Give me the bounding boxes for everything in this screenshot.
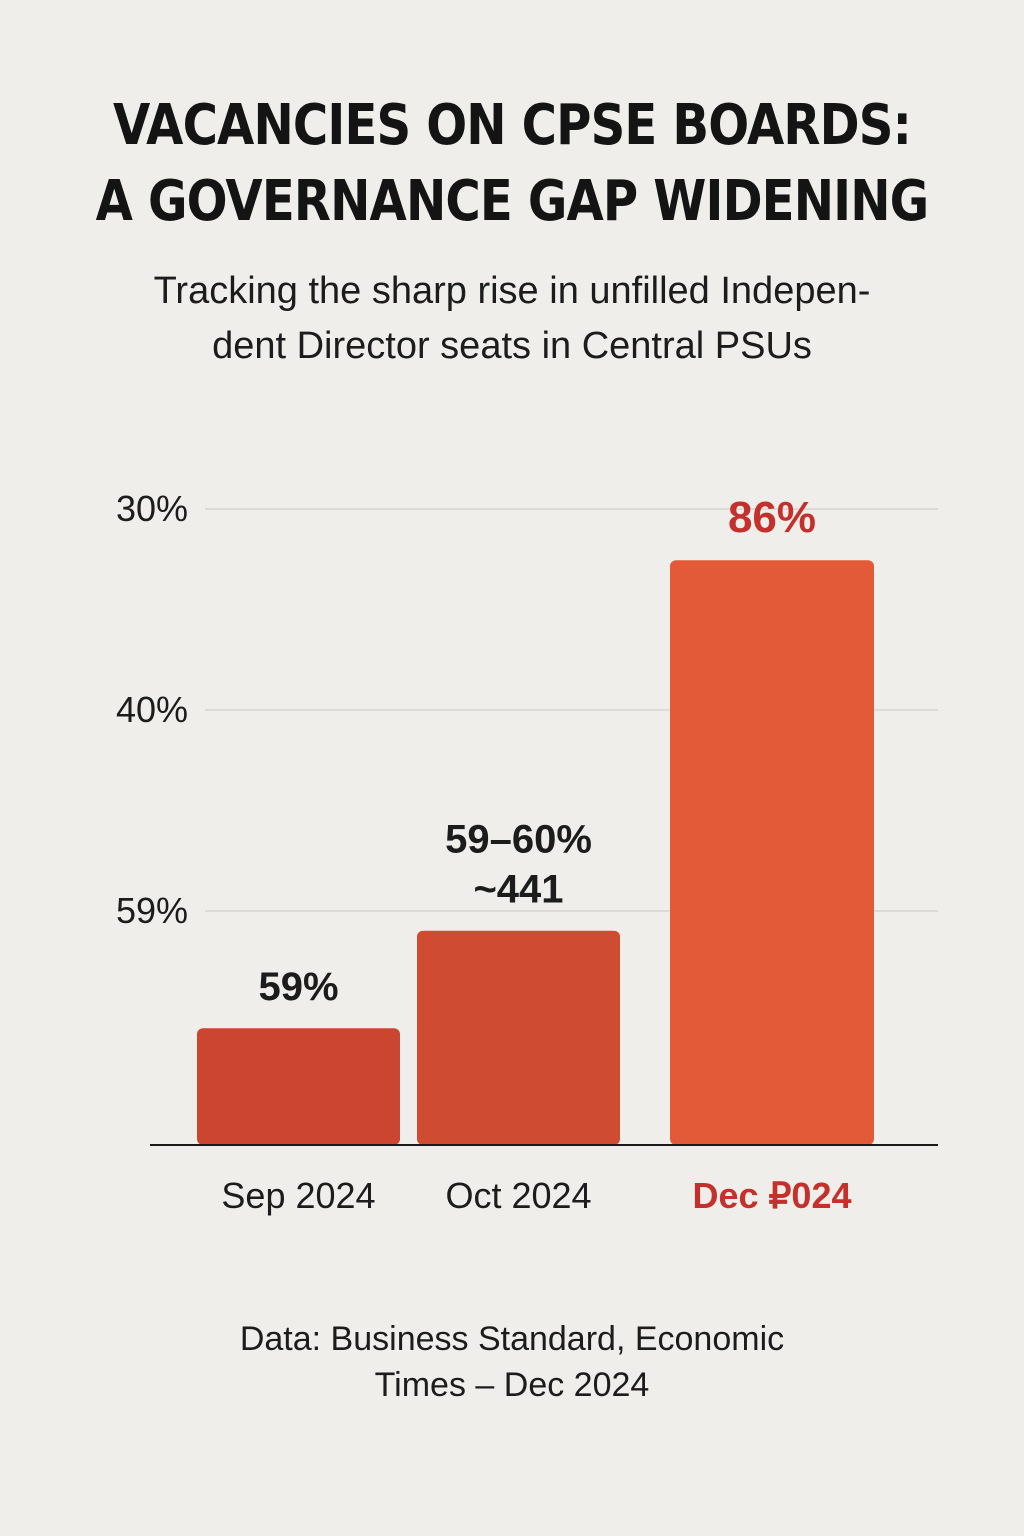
data-label: 59% (258, 965, 338, 1009)
data-label: ~441 (473, 868, 563, 912)
data-label: 59–60% (445, 818, 592, 862)
x-tick-label: Oct 2024 (445, 1175, 591, 1216)
bar-dec-2024 (670, 560, 874, 1145)
chart-subtitle-line-1: Tracking the sharp rise in unfilled Inde… (153, 270, 871, 312)
y-tick-label: 40% (116, 689, 188, 730)
y-tick-label: 30% (116, 488, 188, 529)
x-tick-label: Sep 2024 (221, 1175, 375, 1216)
x-tick-label: Dec ₽024 (692, 1175, 851, 1216)
y-tick-label: 59% (116, 890, 188, 931)
source-note: Data: Business Standard, Economic Times … (112, 1316, 912, 1408)
bar-oct-2024 (417, 930, 620, 1145)
chart-title: VACANCIES ON CPSE BOARDS: A GOVERNANCE G… (72, 88, 953, 240)
source-line-1: Data: Business Standard, Economic (239, 1320, 785, 1358)
source-line-2: Times – Dec 2024 (374, 1366, 650, 1404)
chart-title-line-2: A GOVERNANCE GAP WIDENING (95, 169, 930, 234)
bar-chart: 30% 40% 59% 59% 59–60% ~441 86% Sep 2024 Oct 202… (116, 488, 938, 1216)
bar-sep-2024 (197, 1028, 400, 1145)
chart-subtitle: Tracking the sharp rise in unfilled Inde… (112, 264, 912, 374)
data-label: 86% (728, 493, 816, 542)
chart-subtitle-line-2: dent Director seats in Central PSUs (212, 325, 812, 367)
chart-title-line-1: VACANCIES ON CPSE BOARDS: (113, 93, 912, 158)
